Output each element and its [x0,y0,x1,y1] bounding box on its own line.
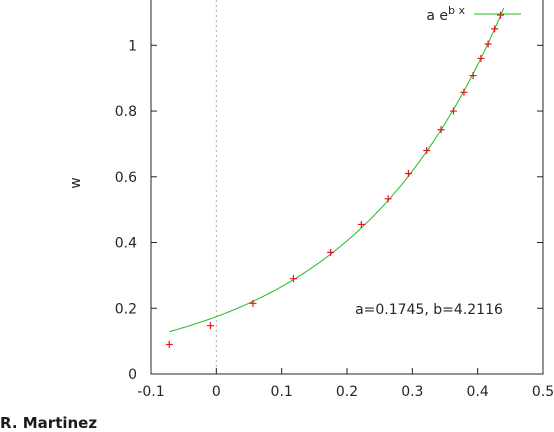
x-tick-label: 0.1 [271,384,293,400]
y-axis-title: w [68,177,84,188]
x-tick-label: 0 [212,384,221,400]
y-tick-label: 0.4 [115,236,137,252]
data-point [384,195,392,203]
author-credit: R. Martinez [0,414,98,432]
y-tick-label: 0.6 [115,170,137,186]
data-point [484,40,492,48]
x-tick-label: 0.2 [336,384,358,400]
x-tick-label: -0.1 [137,384,164,400]
x-tick-label: 0.5 [532,384,554,400]
fit-curve [169,7,505,333]
data-point [289,275,297,283]
data-point [206,322,214,330]
legend-label-base: a e [426,8,448,24]
y-axis-ticks: 0 0.2 0.4 0.6 0.8 1 [115,38,543,383]
data-point [491,25,499,33]
x-axis-ticks: -0.1 0 0.1 0.2 0.3 0.4 0.5 [137,368,554,400]
data-point [327,248,335,256]
x-axis-title: n [341,413,350,414]
data-point [460,88,468,96]
y-tick-label: 0.8 [115,104,137,120]
data-point [449,107,457,115]
chart: -0.100.10.20.30.40.5 00.20.40.60.81 n w … [68,0,554,414]
data-point [404,169,412,177]
y-tick-label: 1 [128,38,137,54]
data-point [423,146,431,154]
legend-label: a eb x [426,4,465,24]
data-point [497,11,505,19]
x-tick-label: 0.3 [401,384,423,400]
y-tick-label: 0 [128,367,137,383]
data-point [477,54,485,62]
fit-parameters-annotation: a=0.1745, b=4.2116 [355,302,503,318]
data-point [437,126,445,134]
data-point [469,72,477,80]
data-point [357,220,365,228]
data-point [165,340,173,348]
x-tick-label: 0.4 [467,384,489,400]
data-points [165,11,505,348]
y-tick-label: 0.2 [115,301,137,317]
legend: a eb x [426,4,521,24]
data-point [249,299,257,307]
legend-label-exponent: b x [448,4,465,17]
fit-curve-group [169,7,505,333]
